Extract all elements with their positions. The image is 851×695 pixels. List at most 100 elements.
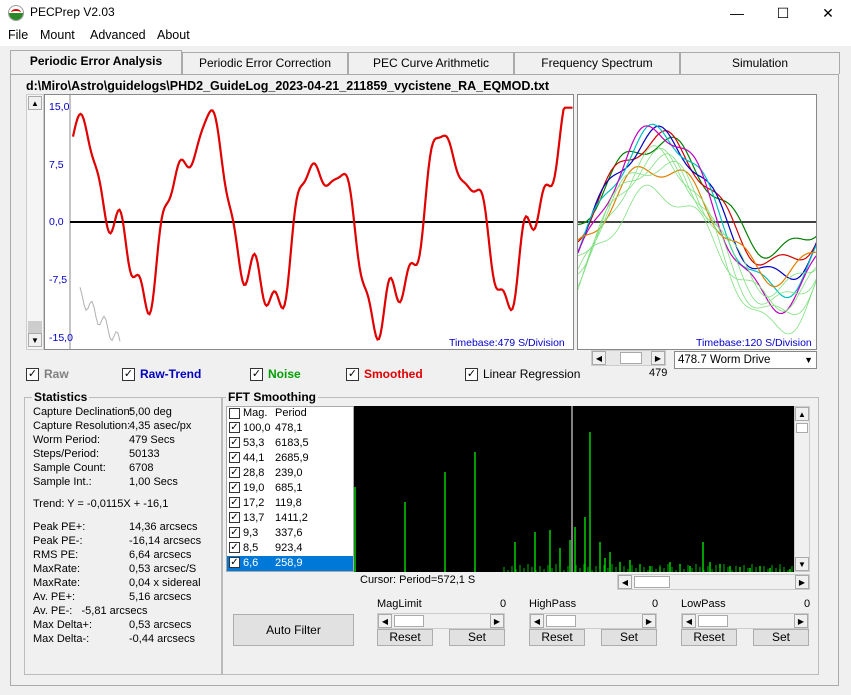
scroll-up-icon[interactable]: ▲ bbox=[28, 96, 42, 110]
highpass-set-button[interactable]: Set bbox=[601, 629, 657, 646]
fft-item-checkbox[interactable]: ✓ bbox=[229, 542, 240, 553]
slider-thumb[interactable] bbox=[546, 615, 576, 627]
stat-label: Peak PE-: bbox=[33, 535, 83, 547]
fft-list-item[interactable]: ✓ 44,1 2685,9 bbox=[227, 451, 353, 466]
highpass-reset-button[interactable]: Reset bbox=[529, 629, 585, 646]
fft-list-item[interactable]: ✓ 6,6 258,9 bbox=[227, 556, 353, 571]
fft-item-checkbox[interactable]: ✓ bbox=[229, 452, 240, 463]
slider-right-icon[interactable]: ▶ bbox=[490, 614, 504, 628]
fft-component-list[interactable]: Mag. Period ✓ 100,0 478,1 ✓ 53,3 6183,5 ✓ 44,1 2… bbox=[226, 406, 354, 572]
fft-list-item[interactable]: ✓ 17,2 119,8 bbox=[227, 496, 353, 511]
worm-timebase-label: Timebase:120 S/Division bbox=[696, 337, 812, 349]
vertical-scrollbar[interactable]: ▲ ▼ bbox=[26, 94, 44, 350]
stat-row: Peak PE+: 14,36 arcsecs bbox=[33, 521, 218, 535]
fft-smoothing-group bbox=[222, 397, 819, 675]
slider-left-icon[interactable]: ◀ bbox=[378, 614, 392, 628]
fft-item-checkbox[interactable]: ✓ bbox=[229, 497, 240, 508]
slider-thumb[interactable] bbox=[620, 352, 642, 364]
stat-label: Peak PE+: bbox=[33, 521, 86, 533]
raw-checkbox[interactable]: ✓ bbox=[26, 368, 39, 381]
tab-periodic-error-correction[interactable]: Periodic Error Correction bbox=[182, 52, 348, 74]
fft-item-checkbox[interactable]: ✓ bbox=[229, 437, 240, 448]
fft-item-mag: 9,3 bbox=[243, 527, 259, 539]
tab-pec-curve-arithmetic[interactable]: PEC Curve Arithmetic bbox=[348, 52, 514, 74]
scroll-up-icon[interactable]: ▲ bbox=[795, 407, 809, 421]
menu-advanced[interactable]: Advanced bbox=[90, 28, 146, 42]
menu-file[interactable]: File bbox=[8, 28, 29, 42]
fft-item-checkbox[interactable]: ✓ bbox=[229, 422, 240, 433]
stat-value: 1,00 Secs bbox=[129, 476, 178, 488]
fft-vertical-scrollbar[interactable]: ▲ ▼ bbox=[794, 406, 810, 572]
fft-item-checkbox[interactable]: ✓ bbox=[229, 527, 240, 538]
worm-period-plot[interactable]: Timebase:120 S/Division bbox=[577, 94, 817, 350]
stat-row-av-pe-minus: Av. PE-: -5,81 arcsecs bbox=[33, 605, 148, 617]
slider-left-icon[interactable]: ◀ bbox=[682, 614, 696, 628]
scroll-thumb[interactable] bbox=[28, 321, 42, 333]
fft-list-item[interactable]: ✓ 8,5 923,4 bbox=[227, 541, 353, 556]
stat-label: Capture Declination: bbox=[33, 406, 133, 418]
raw-trend-checkbox[interactable]: ✓ bbox=[122, 368, 135, 381]
noise-checkbox[interactable]: ✓ bbox=[250, 368, 263, 381]
lowpass-label: LowPass bbox=[681, 598, 726, 610]
menu-about[interactable]: About bbox=[157, 28, 190, 42]
fft-list-item[interactable]: ✓ 9,3 337,6 bbox=[227, 526, 353, 541]
slider-thumb[interactable] bbox=[698, 615, 728, 627]
y-tick-label: 15,0 bbox=[49, 101, 70, 113]
slider-left-icon[interactable]: ◀ bbox=[592, 351, 606, 365]
minimize-button[interactable]: — bbox=[730, 5, 744, 21]
worm-cycle-line bbox=[578, 153, 816, 305]
worm-period-slider[interactable]: ◀ ▶ bbox=[591, 350, 666, 366]
scroll-right-icon[interactable]: ▶ bbox=[795, 575, 809, 589]
maglimit-set-button[interactable]: Set bbox=[449, 629, 505, 646]
slider-right-icon[interactable]: ▶ bbox=[642, 614, 656, 628]
fft-list-item[interactable]: ✓ 13,7 1411,2 bbox=[227, 511, 353, 526]
fft-list-item[interactable]: ✓ 28,8 239,0 bbox=[227, 466, 353, 481]
smoothed-checkbox[interactable]: ✓ bbox=[346, 368, 359, 381]
fft-list-item[interactable]: ✓ 100,0 478,1 bbox=[227, 421, 353, 436]
fft-header-checkbox[interactable] bbox=[229, 408, 240, 419]
tab-frequency-spectrum[interactable]: Frequency Spectrum bbox=[514, 52, 680, 74]
close-button[interactable]: ✕ bbox=[822, 5, 834, 21]
slider-thumb[interactable] bbox=[394, 615, 424, 627]
fft-horizontal-scrollbar[interactable]: ◀ ▶ bbox=[617, 574, 810, 590]
maglimit-slider[interactable]: ◀ ▶ bbox=[377, 613, 505, 629]
lowpass-slider[interactable]: ◀ ▶ bbox=[681, 613, 809, 629]
stat-row: Max Delta+: 0,53 arcsecs bbox=[33, 619, 218, 633]
scroll-thumb[interactable] bbox=[796, 423, 808, 433]
fft-list-item[interactable]: ✓ 19,0 685,1 bbox=[227, 481, 353, 496]
stat-row: Sample Count: 6708 bbox=[33, 462, 218, 476]
lowpass-set-button[interactable]: Set bbox=[753, 629, 809, 646]
slider-right-icon[interactable]: ▶ bbox=[651, 351, 665, 365]
periodic-error-plot[interactable]: 15,0 7,5 0,0 -7,5 -15,0 Timebase:479 S/D… bbox=[44, 94, 574, 350]
auto-filter-button[interactable]: Auto Filter bbox=[233, 614, 354, 646]
file-path-label: d:\Miro\Astro\guidelogs\PHD2_GuideLog_20… bbox=[26, 79, 550, 93]
tab-periodic-error-analysis[interactable]: Periodic Error Analysis bbox=[10, 50, 182, 74]
linear-regression-checkbox-label: Linear Regression bbox=[483, 367, 581, 381]
stat-row: MaxRate: 0,53 arcsec/S bbox=[33, 563, 218, 577]
lowpass-reset-button[interactable]: Reset bbox=[681, 629, 737, 646]
maximize-button[interactable]: ☐ bbox=[776, 5, 790, 21]
linear-regression-checkbox[interactable]: ✓ bbox=[465, 368, 478, 381]
fft-item-checkbox[interactable]: ✓ bbox=[229, 557, 240, 568]
maglimit-reset-button[interactable]: Reset bbox=[377, 629, 433, 646]
worm-drive-dropdown[interactable]: 478.7 Worm Drive ▼ bbox=[674, 351, 817, 369]
fft-item-checkbox[interactable]: ✓ bbox=[229, 482, 240, 493]
tab-simulation[interactable]: Simulation bbox=[680, 52, 840, 74]
scroll-down-icon[interactable]: ▼ bbox=[795, 557, 809, 571]
scroll-left-icon[interactable]: ◀ bbox=[618, 575, 632, 589]
stat-row: Max Delta-: -0,44 arcsecs bbox=[33, 633, 218, 647]
scroll-down-icon[interactable]: ▼ bbox=[28, 333, 42, 347]
stat-value: 6708 bbox=[129, 462, 154, 474]
fft-spectrum-plot[interactable] bbox=[354, 406, 794, 572]
menu-mount[interactable]: Mount bbox=[40, 28, 75, 42]
worm-cycle-line bbox=[578, 125, 816, 281]
slider-right-icon[interactable]: ▶ bbox=[794, 614, 808, 628]
highpass-slider[interactable]: ◀ ▶ bbox=[529, 613, 657, 629]
fft-item-checkbox[interactable]: ✓ bbox=[229, 467, 240, 478]
scroll-thumb[interactable] bbox=[634, 576, 670, 588]
smoothed-checkbox-label: Smoothed bbox=[364, 367, 423, 381]
lowpass-value: 0 bbox=[804, 598, 811, 610]
slider-left-icon[interactable]: ◀ bbox=[530, 614, 544, 628]
fft-item-checkbox[interactable]: ✓ bbox=[229, 512, 240, 523]
fft-list-item[interactable]: ✓ 53,3 6183,5 bbox=[227, 436, 353, 451]
